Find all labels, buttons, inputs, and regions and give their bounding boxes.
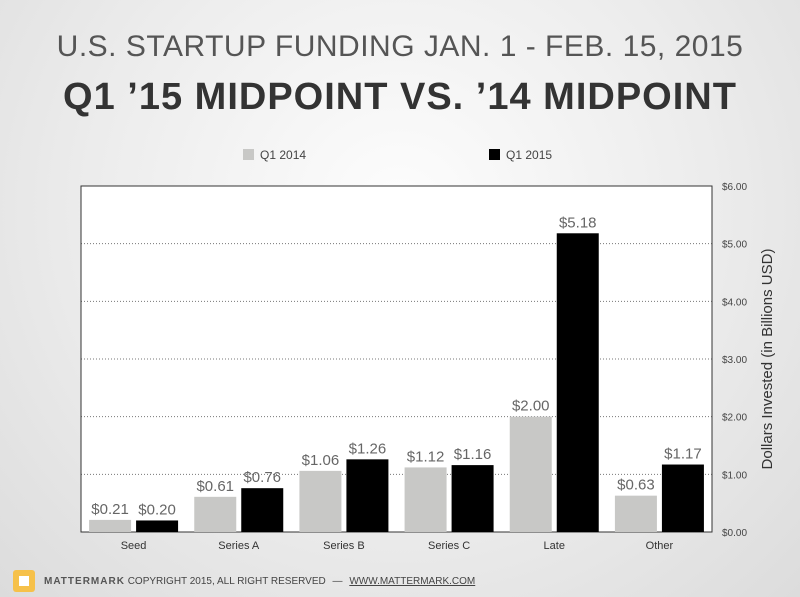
legend-label: Q1 2015 — [506, 148, 552, 162]
bar-q1-2015 — [241, 488, 284, 532]
data-label: $2.00 — [512, 398, 550, 415]
x-tick-label: Seed — [121, 540, 147, 552]
bar-q1-2015 — [451, 465, 494, 532]
y-tick-label: $4.00 — [722, 297, 747, 308]
footer-brand: MATTERMARK — [44, 576, 125, 587]
data-label: $1.26 — [349, 440, 387, 457]
data-label: $1.12 — [407, 448, 445, 465]
bar-q1-2015 — [661, 464, 704, 532]
x-tick-label: Late — [544, 540, 565, 552]
data-label: $0.76 — [243, 469, 281, 486]
footer: MATTERMARK COPYRIGHT 2015, ALL RIGHT RES… — [0, 566, 800, 597]
y-tick-label: $6.00 — [722, 182, 747, 193]
footer-copyright: COPYRIGHT 2015, ALL RIGHT RESERVED — [127, 576, 326, 587]
mattermark-logo-icon — [13, 570, 35, 592]
bar-q1-2014 — [194, 496, 237, 532]
y-tick-label: $0.00 — [722, 528, 747, 539]
plot-border — [80, 185, 713, 533]
legend-swatch — [489, 149, 500, 160]
bar-q1-2014 — [404, 467, 447, 532]
bar-q1-2014 — [509, 416, 552, 532]
data-label: $0.21 — [91, 501, 129, 518]
data-label: $0.61 — [196, 478, 234, 495]
data-label: $5.18 — [559, 214, 597, 231]
x-tick-label: Series C — [428, 540, 470, 552]
bar-q1-2015 — [136, 520, 179, 532]
x-tick-label: Series B — [323, 540, 365, 552]
data-label: $0.63 — [617, 477, 655, 494]
bar-q1-2015 — [556, 233, 599, 532]
legend-swatch — [243, 149, 254, 160]
y-tick-label: $2.00 — [722, 413, 747, 424]
bar-q1-2014 — [299, 470, 342, 532]
y-axis-title: Dollars Invested (in Billions USD) — [759, 249, 776, 470]
data-label: $1.17 — [664, 446, 702, 463]
x-tick-label: Other — [646, 540, 674, 552]
bar-chart: $0.00 $1.00 $2.00 $3.00 $4.00 $5.00 $6.00 $0.21… — [80, 148, 776, 552]
chart-title: U.S. STARTUP FUNDING JAN. 1 - FEB. 15, 2… — [56, 30, 744, 63]
footer-separator: — — [332, 576, 343, 587]
footer-text: MATTERMARK COPYRIGHT 2015, ALL RIGHT RES… — [44, 576, 475, 587]
y-tick-label: $1.00 — [722, 470, 747, 481]
data-label: $1.06 — [302, 452, 340, 469]
chart-subtitle: Q1 ’15 MIDPOINT VS. ’14 MIDPOINT — [63, 76, 737, 118]
bar-q1-2015 — [346, 459, 389, 532]
x-tick-label: Series A — [218, 540, 260, 552]
y-tick-label: $5.00 — [722, 240, 747, 251]
data-label: $1.16 — [454, 446, 492, 463]
y-tick-label: $3.00 — [722, 355, 747, 366]
footer-url-link[interactable]: WWW.MATTERMARK.COM — [349, 576, 476, 587]
bar-q1-2014 — [614, 495, 657, 532]
data-label: $0.20 — [138, 501, 176, 518]
legend-label: Q1 2014 — [260, 148, 306, 162]
bar-q1-2014 — [89, 519, 132, 532]
